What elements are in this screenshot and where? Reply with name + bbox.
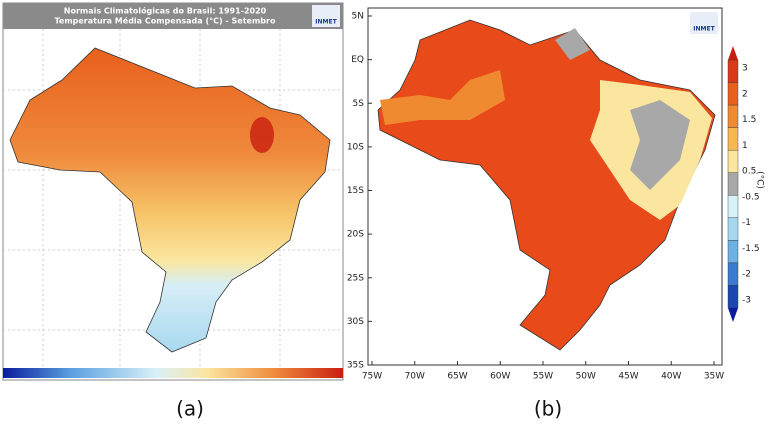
colorbar-label: 1 xyxy=(742,141,748,151)
lon-label: 60W xyxy=(490,372,510,382)
lat-label: 5N xyxy=(352,12,364,22)
lat-label: EQ xyxy=(351,55,364,65)
colorbar-label: -3 xyxy=(742,296,751,306)
lat-label: 20S xyxy=(347,230,364,240)
gray-zone xyxy=(630,100,690,190)
anomaly-zone xyxy=(380,70,505,125)
colorbar-segment xyxy=(727,149,739,173)
gray-zone xyxy=(555,28,590,60)
panel-a-logo: INMET xyxy=(315,19,337,26)
colorbar-label: -1 xyxy=(742,218,751,228)
lat-label: 30S xyxy=(347,317,364,327)
lon-label: 35W xyxy=(704,372,724,382)
colorbar-unit: (°C) xyxy=(755,171,765,189)
colorbar-segment xyxy=(727,59,739,83)
panel-a-colorbar xyxy=(3,368,343,378)
colorbar-segment xyxy=(727,285,739,309)
caption-a: (a) xyxy=(176,397,204,421)
colorbar-label: 2 xyxy=(742,89,748,99)
colorbar-segment xyxy=(727,195,739,219)
colorbar-label: 0.5 xyxy=(742,167,756,177)
colorbar-segment xyxy=(727,172,739,196)
lon-label: 70W xyxy=(405,372,425,382)
colorbar-label: -0.5 xyxy=(742,192,760,202)
lat-label: 25S xyxy=(347,273,364,283)
lon-label: 65W xyxy=(447,372,467,382)
lon-label: 55W xyxy=(533,372,553,382)
colorbar-label: 1.5 xyxy=(742,115,756,125)
panel-a-logo-box xyxy=(312,5,340,27)
lat-label: 15S xyxy=(347,186,364,196)
colorbar-label: -1.5 xyxy=(742,244,760,254)
colorbar-segment xyxy=(727,240,739,264)
panel-b-logo-box xyxy=(690,12,718,34)
caption-b: (b) xyxy=(534,397,562,421)
panel-b-logo: INMET xyxy=(693,26,715,33)
lon-label: 75W xyxy=(362,372,382,382)
colorbar-top xyxy=(728,46,738,60)
colorbar-segment xyxy=(727,217,739,241)
lat-label: 10S xyxy=(347,142,364,152)
colorbar-segment xyxy=(727,262,739,286)
colorbar-label: 3 xyxy=(742,64,748,74)
panel-a-title: Normais Climatológicas do Brasil: 1991-2… xyxy=(64,6,267,16)
colorbar-label: -2 xyxy=(742,270,751,280)
lat-label: 35S xyxy=(347,361,364,371)
panel-a-subtitle: Temperatura Média Compensada (°C) - Sete… xyxy=(55,16,276,26)
lat-label: 5S xyxy=(353,99,365,109)
lon-label: 50W xyxy=(576,372,596,382)
lon-label: 45W xyxy=(618,372,638,382)
panel-a-title-bar xyxy=(3,3,343,29)
colorbar-segment xyxy=(727,127,739,151)
hot-spot xyxy=(250,117,274,153)
lon-label: 40W xyxy=(661,372,681,382)
colorbar-bottom xyxy=(728,308,738,322)
colorbar-segment xyxy=(727,104,739,128)
brazil-map-a xyxy=(9,47,331,353)
colorbar-segment xyxy=(727,82,739,106)
